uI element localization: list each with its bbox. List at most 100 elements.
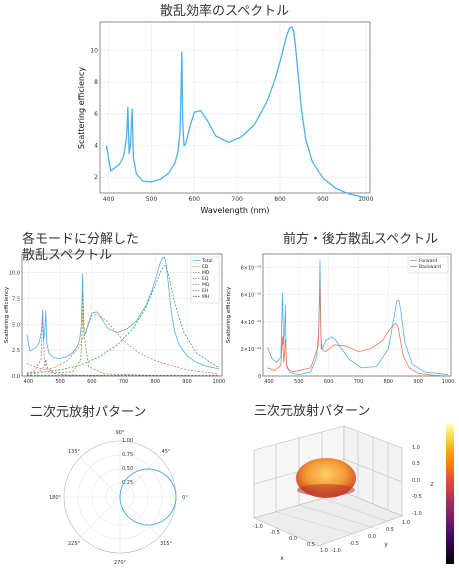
x-tick-label: 900 bbox=[413, 379, 423, 385]
legend-box bbox=[190, 256, 220, 304]
spectrum-panel: 400 500 600 700 800 900 1000 2 4 6 8 10 Wavelength… bbox=[77, 21, 374, 215]
series-line-forward bbox=[267, 260, 449, 376]
polar-title: 二次元放射パターン bbox=[30, 405, 147, 420]
series-line-mq bbox=[26, 290, 219, 377]
legend-label: MH bbox=[202, 294, 209, 300]
x-tick-label: 500 bbox=[146, 196, 158, 203]
series-line-total bbox=[26, 256, 219, 370]
spectrum-grid bbox=[100, 22, 370, 193]
legend-label: EH bbox=[202, 288, 208, 294]
polar-spoke bbox=[119, 457, 160, 498]
y-tick-label: 2 bbox=[94, 174, 98, 181]
x-axis-tick: 1.0 bbox=[320, 548, 328, 554]
x-tick-label: 600 bbox=[324, 379, 334, 385]
x-tick-label: 1000 bbox=[358, 196, 373, 203]
z-axis-tick: 0.5 bbox=[412, 461, 420, 467]
z-axis-tick: 1.0 bbox=[412, 445, 420, 451]
angle-tick-label: 225° bbox=[68, 541, 81, 547]
legend-label: Forward bbox=[419, 258, 437, 264]
z-axis-label: z bbox=[430, 481, 433, 488]
angle-tick-label: 0° bbox=[182, 495, 188, 501]
y-axis-tick: -0.5 bbox=[349, 541, 359, 547]
decomp-x-ticks: 400 500 600 700 800 900 1000 bbox=[24, 379, 226, 385]
y-tick-label: 5.0 bbox=[12, 322, 20, 328]
y-tick-label: 8 bbox=[94, 79, 98, 86]
fb-series bbox=[267, 260, 449, 377]
angle-tick-label: 270° bbox=[114, 560, 127, 566]
y-tick-label: 0.0 bbox=[12, 374, 20, 380]
legend-label: Backward bbox=[419, 264, 441, 270]
y-tick-label: 7.5 bbox=[12, 296, 20, 302]
polar-pattern-line bbox=[119, 468, 177, 526]
polar-spoke bbox=[119, 496, 160, 537]
box-grid-line bbox=[321, 497, 393, 524]
y-tick-label: 10.0 bbox=[9, 271, 20, 277]
spectrum-title: 散乱効率のスペクトル bbox=[160, 4, 290, 19]
decomp-series bbox=[26, 256, 220, 377]
box-grid-line bbox=[275, 511, 361, 537]
legend-label: EQ bbox=[202, 276, 209, 282]
decomp-title: 各モードに分解した 散乱スペクトル bbox=[22, 232, 140, 263]
radial-tick-label: 1.00 bbox=[122, 438, 133, 444]
fb-frame bbox=[262, 253, 452, 377]
spectrum-frame bbox=[99, 21, 371, 194]
fb-panel: 400 500 600 700 800 900 1000 0 2×10⁻¹⁴ 4×10⁻¹⁴ 6×… bbox=[226, 253, 454, 385]
z-axis-tick: 0.0 bbox=[412, 478, 420, 484]
x-axis-tick: -1.0 bbox=[253, 524, 263, 530]
series-line-eq bbox=[26, 314, 219, 377]
x-tick-label: 400 bbox=[24, 379, 34, 385]
x-tick-label: 700 bbox=[354, 379, 364, 385]
angle-tick-label: 45° bbox=[162, 449, 171, 455]
y-axis-tick: -1.0 bbox=[331, 548, 341, 554]
y-tick-label: 6×10⁻¹⁴ bbox=[241, 293, 261, 299]
x-tick-label: 700 bbox=[119, 379, 129, 385]
polar-spoke bbox=[80, 496, 121, 537]
y-tick-label: 8×10⁻¹⁴ bbox=[241, 266, 261, 272]
y-tick-label: 0 bbox=[258, 374, 261, 380]
x-tick-label: 800 bbox=[384, 379, 394, 385]
x-tick-label: 800 bbox=[274, 196, 286, 203]
y-axis-tick: 0.5 bbox=[386, 527, 394, 533]
colorbar bbox=[446, 424, 454, 564]
fb-y-ticks: 0 2×10⁻¹⁴ 4×10⁻¹⁴ 6×10⁻¹⁴ 8×10⁻¹⁴ bbox=[241, 266, 261, 380]
radial-tick-label: 0.25 bbox=[122, 480, 133, 486]
legend-label: Total bbox=[201, 258, 213, 264]
polar-spoke bbox=[80, 457, 121, 498]
polar-panel: 0° 45° 90° 135° 180° 225° 270° 315° 0.25 0.50 0.75… bbox=[49, 430, 188, 566]
x-tick-label: 900 bbox=[317, 196, 329, 203]
series-line-md bbox=[26, 264, 220, 374]
z-axis-tick: -1.0 bbox=[412, 511, 422, 517]
spectrum-y-ticks: 2 4 6 8 10 bbox=[90, 48, 98, 182]
legend-box bbox=[407, 256, 449, 274]
pattern3d-panel: -1.0-0.50.00.51.0 -1.0-0.50.00.51.0-1.0-0… bbox=[253, 424, 454, 564]
legend-label: MQ bbox=[202, 282, 210, 288]
box-grid-line bbox=[298, 504, 379, 530]
sphere-shadow-band bbox=[297, 484, 355, 496]
decomp-ylabel: Scattering efficiency bbox=[4, 286, 10, 343]
pattern3d-tick-labels: -1.0-0.50.00.51.0 -1.0-0.50.00.51.0-1.0-0… bbox=[253, 445, 433, 562]
y-axis-tick: 1.0 bbox=[402, 520, 410, 526]
polar-series bbox=[119, 468, 177, 526]
radial-tick-label: 0.75 bbox=[122, 452, 133, 458]
angle-tick-label: 315° bbox=[160, 541, 173, 547]
x-tick-label: 800 bbox=[151, 379, 161, 385]
radial-tick-label: 0.50 bbox=[122, 466, 133, 472]
y-axis-label: y bbox=[384, 541, 388, 548]
x-tick-label: 1000 bbox=[212, 379, 225, 385]
y-tick-label: 6 bbox=[94, 111, 98, 118]
box-floor bbox=[253, 491, 403, 547]
spectrum-ylabel: Scattering efficiency bbox=[77, 67, 86, 149]
decomp-panel: 400 500 600 700 800 900 1000 0.02.55.07.510.0 … bbox=[4, 253, 226, 385]
x-axis-tick: 0.5 bbox=[307, 542, 315, 548]
legend-label: MD bbox=[202, 270, 210, 276]
pattern3d-title: 三次元放射パターン bbox=[254, 404, 371, 419]
series-line bbox=[105, 26, 366, 199]
fb-x-ticks: 400 500 600 700 800 900 1000 bbox=[264, 379, 454, 385]
y-tick-label: 10 bbox=[90, 48, 98, 55]
spectrum-xlabel: Wavelength (nm) bbox=[200, 206, 269, 215]
x-tick-label: 500 bbox=[55, 379, 65, 385]
polar-labels: 0° 45° 90° 135° 180° 225° 270° 315° 0.25 0.50 0.75… bbox=[49, 430, 188, 566]
